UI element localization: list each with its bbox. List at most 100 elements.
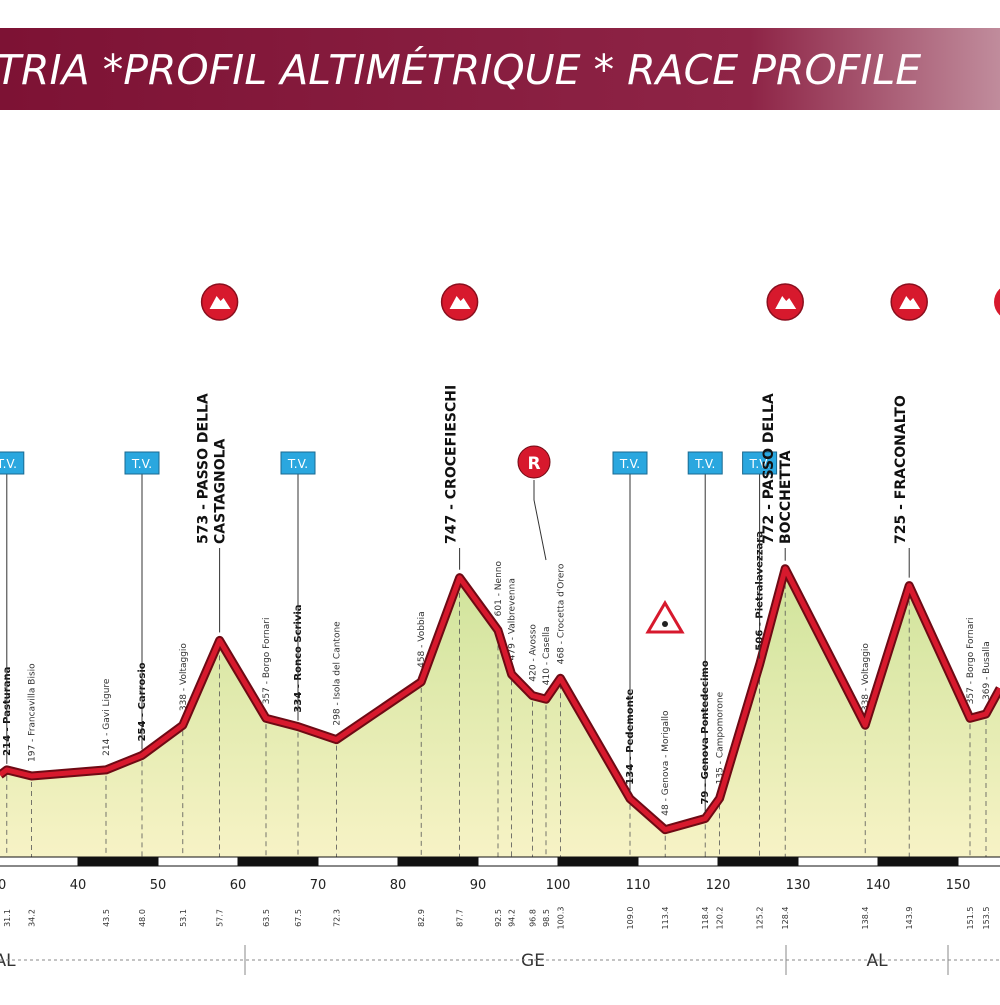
x-tick-label: 60 bbox=[230, 878, 247, 893]
waypoint-label: 298 - Isola del Cantone bbox=[332, 621, 342, 726]
regions: AL GE AL bbox=[0, 945, 1000, 975]
climb-label: BOCCHETTA bbox=[778, 450, 794, 544]
km-label: 67.5 bbox=[294, 909, 303, 927]
climb-label: 747 - CROCEFIESCHI bbox=[444, 385, 460, 544]
axis-segment bbox=[397, 856, 479, 867]
tv-box bbox=[612, 451, 648, 475]
climb-icon-mountain bbox=[775, 296, 797, 309]
x-tick-label: 110 bbox=[626, 878, 651, 893]
km-label: 43.5 bbox=[102, 909, 111, 927]
x-tick-label: 90 bbox=[470, 878, 487, 893]
axis-segment bbox=[957, 856, 1000, 867]
km-label: 120.2 bbox=[716, 907, 725, 930]
axis-segment bbox=[157, 856, 239, 867]
climb-icon-cropped bbox=[994, 288, 1000, 316]
km-label: 113.4 bbox=[661, 907, 670, 930]
climb-icon-mountain bbox=[449, 296, 471, 309]
tv-label: T.V. bbox=[748, 457, 769, 471]
km-label: 92.5 bbox=[494, 909, 503, 927]
climb-label: 573 - PASSO DELLA bbox=[196, 393, 212, 544]
axis-segment bbox=[317, 856, 399, 867]
profile-line bbox=[0, 566, 1000, 833]
climb-icon bbox=[890, 283, 928, 321]
axis-segment bbox=[237, 856, 319, 867]
waypoint-label: 135 - Campomorone bbox=[716, 691, 726, 784]
waypoint-label: 601 - Nenno bbox=[494, 561, 504, 617]
waypoint-label: 48 - Genova - Morigallo bbox=[661, 710, 671, 816]
km-label: 31.1 bbox=[3, 909, 12, 927]
climb-icon bbox=[200, 283, 239, 321]
waypoint-label: 197 - Francavilla Bisio bbox=[28, 663, 38, 762]
tv-label: T.V. bbox=[0, 457, 17, 471]
tv-label: T.V. bbox=[131, 457, 152, 471]
waypoint-label: 357 - Borgo Fornari bbox=[262, 618, 272, 705]
x-tick-label: 40 bbox=[70, 878, 87, 893]
waypoint-label: 214 - Gavi Ligure bbox=[102, 678, 112, 756]
waypoint-label: 420 - Avosso bbox=[528, 624, 538, 682]
region-label: AL bbox=[0, 951, 16, 971]
x-tick-label: 80 bbox=[390, 878, 407, 893]
waypoint-label: 357 - Borgo Fornari bbox=[966, 618, 976, 705]
x-tick-label: 130 bbox=[786, 878, 811, 893]
km-label: 138.4 bbox=[861, 907, 870, 930]
km-label: 72.3 bbox=[332, 909, 341, 927]
km-label: 109.0 bbox=[626, 907, 635, 930]
climb-label: CASTAGNOLA bbox=[213, 438, 229, 544]
waypoint-label: 369 - Busalla bbox=[982, 641, 992, 700]
km-label: 96.8 bbox=[528, 909, 537, 927]
warning-sign bbox=[645, 600, 685, 634]
tv-label: T.V. bbox=[287, 457, 308, 471]
climb-icon bbox=[766, 283, 804, 321]
climb-icon bbox=[440, 283, 479, 321]
waypoint-label: 338 - Voltaggio bbox=[179, 643, 189, 712]
climb-icon-mountain bbox=[209, 296, 231, 309]
axis-segment bbox=[77, 856, 159, 867]
climb-label: 725 - FRACONALTO bbox=[893, 395, 909, 544]
tv-label: T.V. bbox=[619, 457, 640, 471]
km-label: 53.1 bbox=[179, 909, 188, 927]
tv-label: T.V. bbox=[694, 457, 715, 471]
waypoint-label: 410 - Casella bbox=[542, 626, 552, 685]
km-label: 118.4 bbox=[701, 907, 710, 930]
tv-box bbox=[124, 451, 160, 475]
axis-segment bbox=[797, 856, 879, 867]
x-tick-label: 120 bbox=[706, 878, 731, 893]
waypoint-label: 468 - Crocetta d'Orero bbox=[556, 563, 566, 664]
waypoint-label: 479 - Valbrevenna bbox=[508, 578, 518, 660]
km-label: 94.2 bbox=[508, 909, 517, 927]
km-label: 87.7 bbox=[456, 909, 465, 927]
km-label: 100.3 bbox=[556, 907, 565, 930]
region-label: GE bbox=[521, 951, 545, 971]
x-tick-label: 140 bbox=[866, 878, 891, 893]
axis-segment bbox=[557, 856, 639, 867]
km-label: 143.9 bbox=[905, 907, 914, 930]
axis-segment bbox=[477, 856, 559, 867]
km-label: 48.0 bbox=[138, 909, 147, 927]
tv-box bbox=[742, 451, 778, 475]
x-tick-label: 50 bbox=[150, 878, 167, 893]
km-label: 128.4 bbox=[781, 907, 790, 930]
axis-segment bbox=[717, 856, 799, 867]
waypoint-label: 458 - Vobbia bbox=[417, 611, 427, 668]
x-tick-label: 100 bbox=[546, 878, 571, 893]
axis-segment bbox=[877, 856, 959, 867]
km-label: 153.5 bbox=[982, 907, 991, 930]
km-label: 151.5 bbox=[966, 907, 975, 930]
km-label: 34.2 bbox=[28, 909, 37, 927]
climb-icon-mountain bbox=[899, 296, 921, 309]
km-label: 98.5 bbox=[542, 909, 551, 927]
km-label: 63.5 bbox=[262, 909, 271, 927]
axis-segment bbox=[0, 856, 79, 867]
tv-box bbox=[0, 451, 25, 475]
feed-icon bbox=[517, 445, 551, 479]
title-banner bbox=[0, 28, 1000, 110]
feed-label: R bbox=[527, 454, 540, 474]
km-label: 57.7 bbox=[216, 909, 225, 927]
axis-segment bbox=[637, 856, 719, 867]
tv-box bbox=[687, 451, 723, 475]
feed-line bbox=[533, 480, 547, 561]
km-label: 82.9 bbox=[417, 909, 426, 927]
chart-title: TRIA *PROFIL ALTIMÉTRIQUE * RACE PROFILE bbox=[0, 46, 921, 94]
tv-box bbox=[280, 451, 316, 475]
